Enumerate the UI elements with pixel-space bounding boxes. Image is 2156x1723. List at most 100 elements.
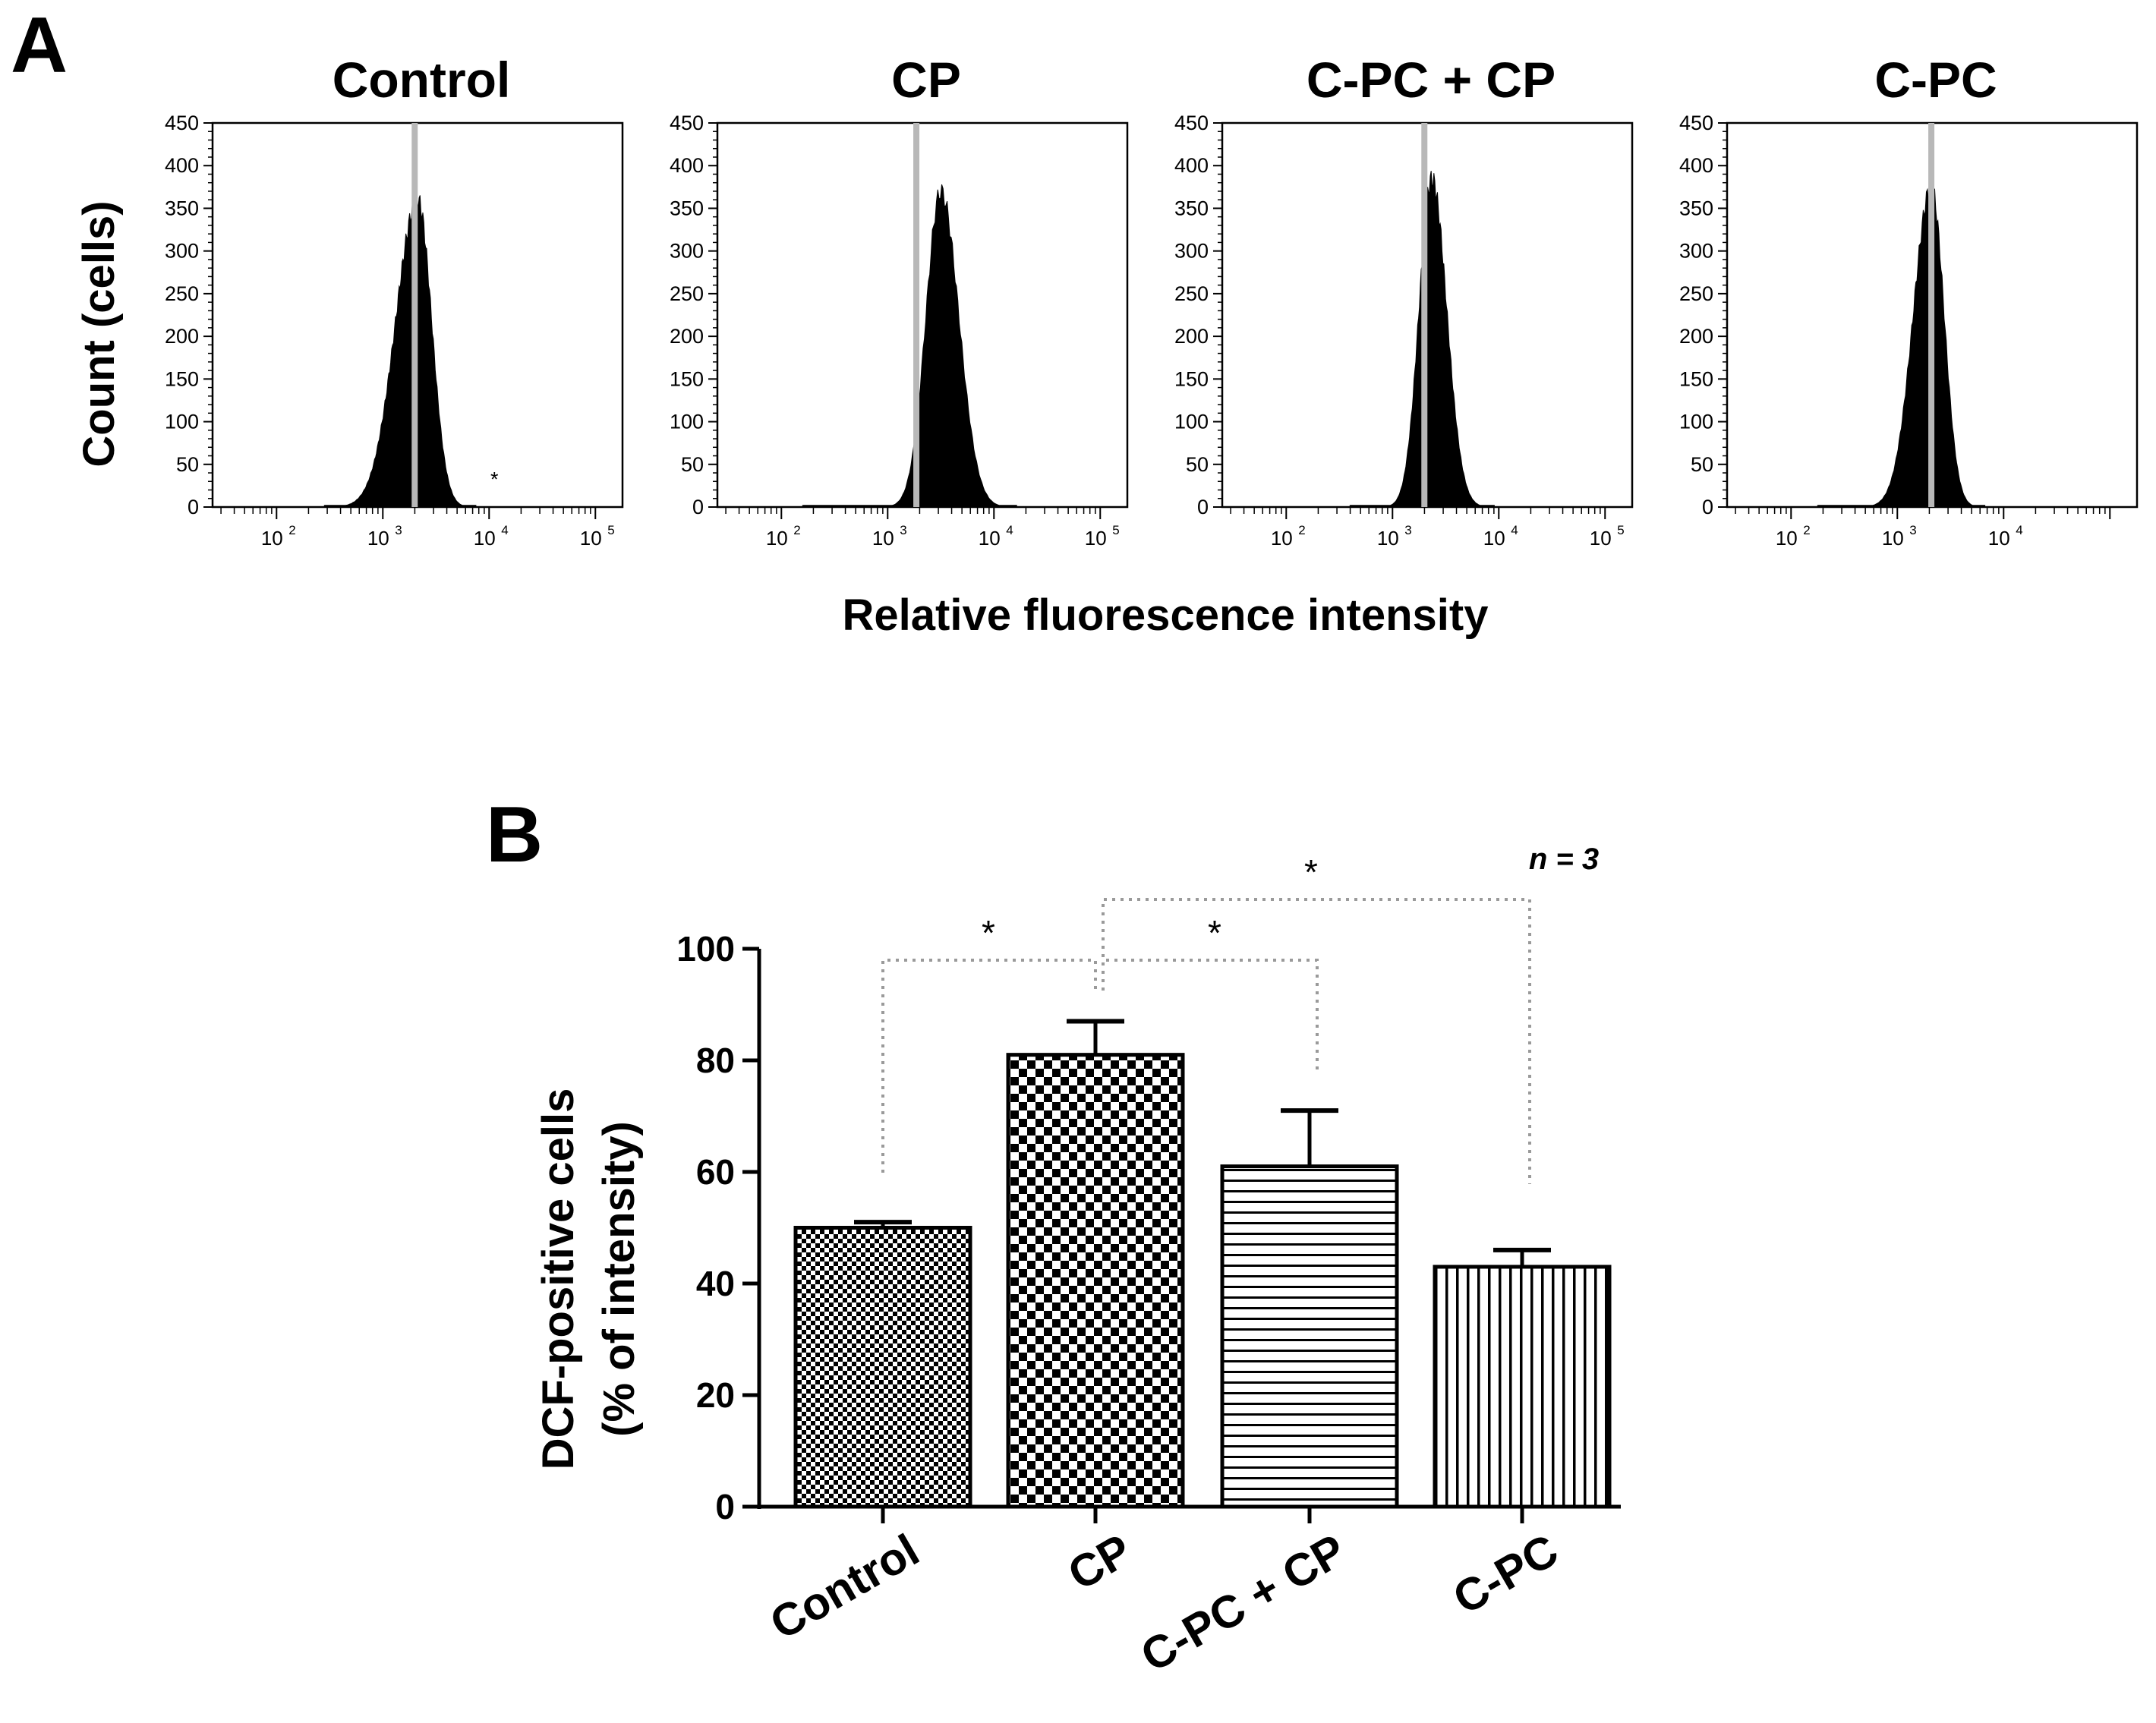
bar-category-label: C-PC: [1445, 1524, 1567, 1624]
bar-category-label: CP: [1060, 1524, 1140, 1600]
x-tick-label: 10: [1271, 527, 1293, 550]
bar-category-label: C-PC + CP: [1133, 1524, 1354, 1681]
y-tick-label: 450: [165, 112, 199, 134]
histogram-y-axis-title: Count (cells): [74, 200, 124, 467]
y-tick-label: 50: [1186, 453, 1209, 476]
histogram-title: CP: [891, 52, 961, 108]
y-tick-label: 0: [188, 496, 199, 518]
x-tick-label: 10: [1988, 527, 2010, 550]
significance-bracket: [1102, 898, 1531, 1184]
y-tick-label: 50: [681, 453, 704, 476]
y-tick-label: 150: [165, 367, 199, 390]
bar-y-tick-label: 60: [696, 1152, 735, 1192]
bar-y-tick-label: 0: [715, 1487, 735, 1526]
y-tick-label: 300: [1679, 240, 1713, 263]
x-tick-exponent: 2: [288, 523, 295, 537]
y-tick-label: 300: [1174, 240, 1209, 263]
y-tick-label: 200: [1679, 325, 1713, 348]
bar-c-pc-cp: [1220, 1164, 1399, 1509]
y-tick-label: 100: [1174, 411, 1209, 433]
bar-y-axis-title-line1: DCF-positive cells: [534, 1088, 583, 1470]
histogram-title: Control: [333, 52, 511, 108]
bar-c-pc: [1433, 1265, 1612, 1509]
bar-y-tick-label: 20: [696, 1375, 735, 1415]
x-tick-label: 10: [580, 527, 602, 550]
y-tick-label: 450: [670, 112, 704, 134]
y-tick-label: 200: [1174, 325, 1209, 348]
bar-cp: [1006, 1053, 1185, 1509]
y-tick-label: 100: [165, 411, 199, 433]
y-tick-label: 0: [1197, 496, 1209, 518]
x-tick-exponent: 5: [607, 523, 614, 537]
x-tick-label: 10: [1882, 527, 1904, 550]
x-tick-label: 10: [1085, 527, 1107, 550]
bar-y-axis-title-line2: (% of intensity): [594, 1121, 644, 1437]
x-tick-label: 10: [1590, 527, 1612, 550]
significance-label: *: [982, 913, 995, 953]
y-tick-label: 100: [670, 411, 704, 433]
x-tick-exponent: 4: [501, 523, 508, 537]
x-tick-exponent: 3: [1404, 523, 1411, 537]
y-tick-label: 50: [1691, 453, 1713, 476]
x-tick-exponent: 2: [793, 523, 800, 537]
x-tick-label: 10: [872, 527, 894, 550]
y-tick-label: 250: [670, 282, 704, 305]
x-tick-exponent: 2: [1803, 523, 1810, 537]
y-tick-label: 350: [1679, 197, 1713, 219]
y-tick-label: 150: [670, 367, 704, 390]
bar-y-tick-label: 100: [676, 929, 735, 969]
y-tick-label: 250: [165, 282, 199, 305]
x-tick-exponent: 4: [1006, 523, 1013, 537]
x-tick-label: 10: [979, 527, 1001, 550]
significance-bracket: [881, 959, 1097, 1173]
bar-category-label: Control: [761, 1524, 927, 1649]
x-tick-label: 10: [261, 527, 283, 550]
y-tick-label: 250: [1174, 282, 1209, 305]
histogram-cp: CP 0 50 100 150 200 250 300 350 400 450 10 2 10 3 10 4 10…: [670, 52, 1129, 550]
histogram-distribution: [1817, 178, 1986, 508]
histogram-marker: *: [490, 468, 499, 491]
y-tick-label: 50: [176, 453, 199, 476]
y-tick-label: 350: [165, 197, 199, 219]
significance-label: *: [1304, 852, 1318, 892]
x-tick-exponent: 5: [1617, 523, 1624, 537]
y-tick-label: 300: [165, 240, 199, 263]
histogram-distribution: [323, 191, 477, 508]
sample-size-label: n = 3: [1529, 843, 1599, 876]
panel-a-label: A: [11, 2, 68, 90]
y-tick-label: 400: [670, 154, 704, 177]
x-tick-exponent: 4: [2016, 523, 2022, 537]
y-tick-label: 450: [1174, 112, 1209, 134]
x-tick-label: 10: [474, 527, 496, 550]
significance-label: *: [1208, 913, 1221, 953]
bar-y-tick-label: 40: [696, 1264, 735, 1303]
y-tick-label: 250: [1679, 282, 1713, 305]
y-tick-label: 200: [165, 325, 199, 348]
histogram-title: C-PC + CP: [1307, 52, 1556, 108]
y-tick-label: 200: [670, 325, 704, 348]
bar-control: [793, 1226, 972, 1509]
x-tick-label: 10: [766, 527, 788, 550]
y-tick-label: 400: [165, 154, 199, 177]
y-tick-label: 0: [692, 496, 704, 518]
x-tick-label: 10: [1377, 527, 1399, 550]
x-tick-exponent: 2: [1298, 523, 1305, 537]
x-tick-exponent: 3: [395, 523, 402, 537]
y-tick-label: 350: [1174, 197, 1209, 219]
histogram-cpc: C-PC 0 50 100 150 200 250 300 350 400 450 10 2 10 3 10 4: [1679, 52, 2139, 550]
x-tick-exponent: 3: [900, 523, 906, 537]
y-tick-label: 350: [670, 197, 704, 219]
histogram-control: Control 0 50 100 150 200 250 300 350 400 450 10 2 10 3…: [165, 52, 624, 550]
y-tick-label: 150: [1174, 367, 1209, 390]
y-tick-label: 0: [1702, 496, 1713, 518]
histogram-title: C-PC: [1874, 52, 1997, 108]
x-tick-exponent: 3: [1909, 523, 1916, 537]
x-tick-exponent: 5: [1112, 523, 1119, 537]
histogram-distribution: [802, 184, 1017, 508]
y-tick-label: 400: [1679, 154, 1713, 177]
y-tick-label: 150: [1679, 367, 1713, 390]
x-tick-exponent: 4: [1511, 523, 1518, 537]
panel-b-label: B: [486, 791, 543, 879]
